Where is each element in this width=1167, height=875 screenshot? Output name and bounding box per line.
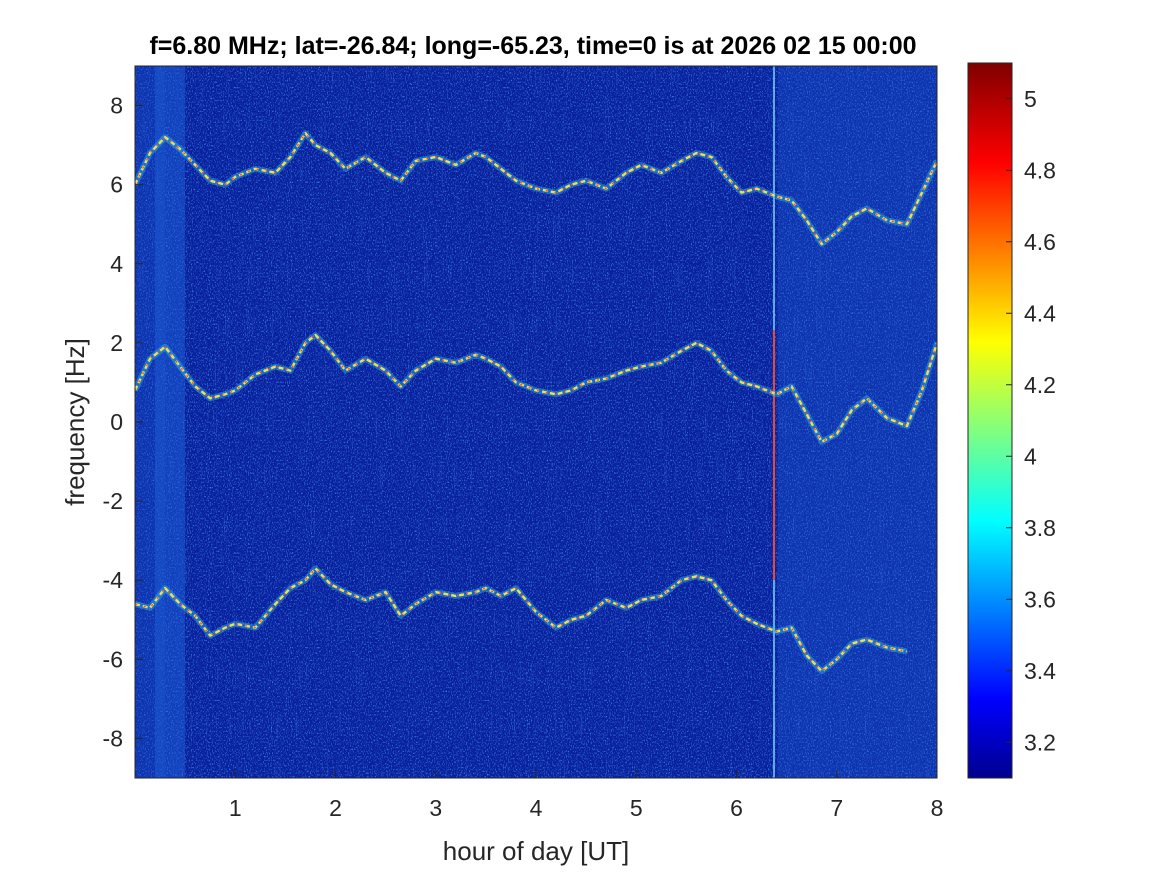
colorbar-tick-label: 3.6 xyxy=(1024,586,1056,612)
x-tick-label: 3 xyxy=(429,795,442,821)
y-axis-label: frequency [Hz] xyxy=(60,338,90,506)
colorbar: 3.2 3.4 3.6 3.8 4 4.2 4.4 4.6 4.8 5 xyxy=(967,62,1056,779)
trace-peak-3 xyxy=(135,567,908,672)
colorbar-tick-label: 4.8 xyxy=(1024,157,1056,183)
y-tick-label: 8 xyxy=(110,93,123,119)
x-tick-label: 1 xyxy=(229,795,242,821)
colorbar-tick-label: 4 xyxy=(1024,443,1037,469)
trace-1 xyxy=(135,132,937,246)
x-tick-label: 5 xyxy=(630,795,643,821)
chart-title: f=6.80 MHz; lat=-26.84; long=-65.23, tim… xyxy=(149,32,916,60)
colorbar-tick-label: 3.2 xyxy=(1024,729,1056,755)
doppler-traces xyxy=(135,130,937,675)
trace-3 xyxy=(135,567,908,673)
y-axis-ticks: -8 -6 -4 -2 0 2 4 6 8 xyxy=(103,93,143,751)
colorbar-scale xyxy=(967,62,1013,779)
early-broadband-band xyxy=(155,66,185,778)
y-tick-label: -8 xyxy=(103,725,123,751)
x-axis-ticks: 1 2 3 4 5 6 7 8 xyxy=(229,770,944,821)
trace-2 xyxy=(135,333,937,443)
colorbar-tick-label: 4.2 xyxy=(1024,372,1056,398)
x-axis-label: hour of day [UT] xyxy=(443,836,629,866)
colorbar-tick-label: 4.6 xyxy=(1024,229,1056,255)
spectrogram-plot xyxy=(135,66,937,778)
x-tick-label: 7 xyxy=(830,795,843,821)
x-tick-label: 8 xyxy=(931,795,944,821)
y-tick-label: 0 xyxy=(110,409,123,435)
colorbar-tick-label: 3.4 xyxy=(1024,658,1056,684)
colorbar-tick-label: 3.8 xyxy=(1024,515,1056,541)
y-tick-label: 2 xyxy=(110,330,123,356)
x-tick-label: 4 xyxy=(530,795,543,821)
late-noise-region xyxy=(778,66,937,778)
y-tick-label: 4 xyxy=(110,251,123,277)
colorbar-tick-label: 4.4 xyxy=(1024,300,1056,326)
colorbar-ticks: 3.2 3.4 3.6 3.8 4 4.2 4.4 4.6 4.8 5 xyxy=(1006,86,1056,755)
y-tick-label: 6 xyxy=(110,172,123,198)
x-tick-label: 6 xyxy=(730,795,743,821)
y-tick-label: -4 xyxy=(103,567,124,593)
y-tick-label: -6 xyxy=(103,646,123,672)
y-tick-label: -2 xyxy=(103,488,123,514)
colorbar-tick-label: 5 xyxy=(1024,86,1037,112)
x-tick-label: 2 xyxy=(329,795,342,821)
spectrogram-streaks xyxy=(135,66,937,778)
